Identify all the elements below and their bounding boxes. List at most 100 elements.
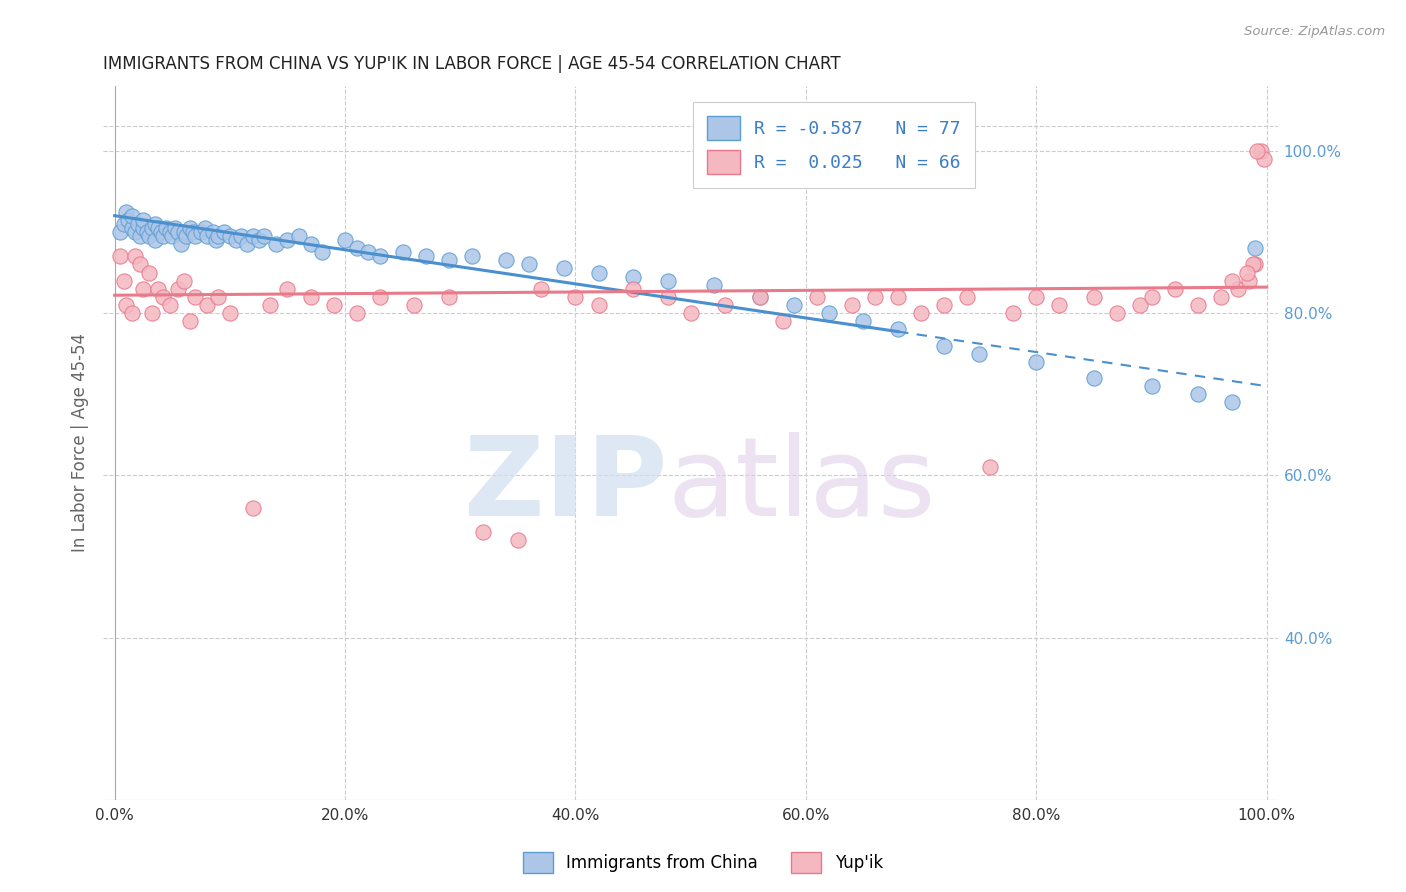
Point [193,220,215,235]
Point [247,233,270,247]
Point [748,290,770,304]
Point [218,306,240,320]
Point [152,229,174,244]
Point [110,249,132,263]
Point [357,245,380,260]
Point [621,269,644,284]
Point [979,460,1001,475]
Point [179,220,201,235]
Point [129,257,152,271]
Point [124,225,146,239]
Point [967,347,990,361]
Point [956,290,979,304]
Point [276,233,298,247]
Point [887,322,910,336]
Point [748,290,770,304]
Point [264,237,287,252]
Point [1105,306,1128,320]
Point [179,314,201,328]
Point [127,217,149,231]
Text: atlas: atlas [668,433,935,540]
Point [818,306,841,320]
Point [714,298,737,312]
Point [236,237,259,252]
Point [173,225,195,239]
Point [1187,298,1209,312]
Point [195,229,218,244]
Point [162,229,184,244]
Point [346,241,368,255]
Point [404,298,426,312]
Point [1163,282,1185,296]
Point [1025,290,1047,304]
Point [205,233,228,247]
Point [1047,298,1070,312]
Point [657,290,679,304]
Point [121,306,143,320]
Point [299,290,322,304]
Point [530,282,553,296]
Text: IMMIGRANTS FROM CHINA VS YUP'IK IN LABOR FORCE | AGE 45-54 CORRELATION CHART: IMMIGRANTS FROM CHINA VS YUP'IK IN LABOR… [103,55,841,73]
Point [437,253,460,268]
Point [299,237,322,252]
Point [242,229,264,244]
Point [135,225,157,239]
Point [553,261,575,276]
Point [170,237,193,252]
Point [806,290,828,304]
Point [1140,290,1163,304]
Point [201,225,224,239]
Point [129,229,152,244]
Point [934,338,956,352]
Point [115,298,138,312]
Point [148,282,170,296]
Point [288,229,311,244]
Point [167,282,190,296]
Point [934,298,956,312]
Point [1239,274,1261,288]
Point [863,290,886,304]
Point [564,290,586,304]
Legend: R = -0.587   N = 77, R =  0.025   N = 66: R = -0.587 N = 77, R = 0.025 N = 66 [693,102,976,188]
Point [1083,290,1105,304]
Point [141,306,163,320]
Point [519,257,541,271]
Point [1083,371,1105,385]
Point [225,233,247,247]
Text: Source: ZipAtlas.com: Source: ZipAtlas.com [1244,25,1385,38]
Point [1241,257,1264,271]
Point [242,500,264,515]
Point [852,314,875,328]
Point [167,225,190,239]
Point [346,306,368,320]
Point [152,290,174,304]
Point [368,249,391,263]
Point [184,290,207,304]
Point [149,225,172,239]
Point [121,209,143,223]
Point [1129,298,1152,312]
Point [1140,379,1163,393]
Point [143,233,166,247]
Point [1244,257,1267,271]
Point [1002,306,1025,320]
Point [1220,274,1243,288]
Point [1236,266,1258,280]
Point [174,229,197,244]
Point [148,220,170,235]
Point [621,282,644,296]
Point [212,225,235,239]
Point [143,217,166,231]
Point [124,249,146,263]
Point [155,220,177,235]
Point [887,290,910,304]
Point [159,298,181,312]
Point [132,282,155,296]
Point [132,220,155,235]
Point [181,225,204,239]
Point [703,277,725,292]
Point [1253,152,1275,166]
Point [207,229,229,244]
Point [1220,395,1243,409]
Point [1226,282,1249,296]
